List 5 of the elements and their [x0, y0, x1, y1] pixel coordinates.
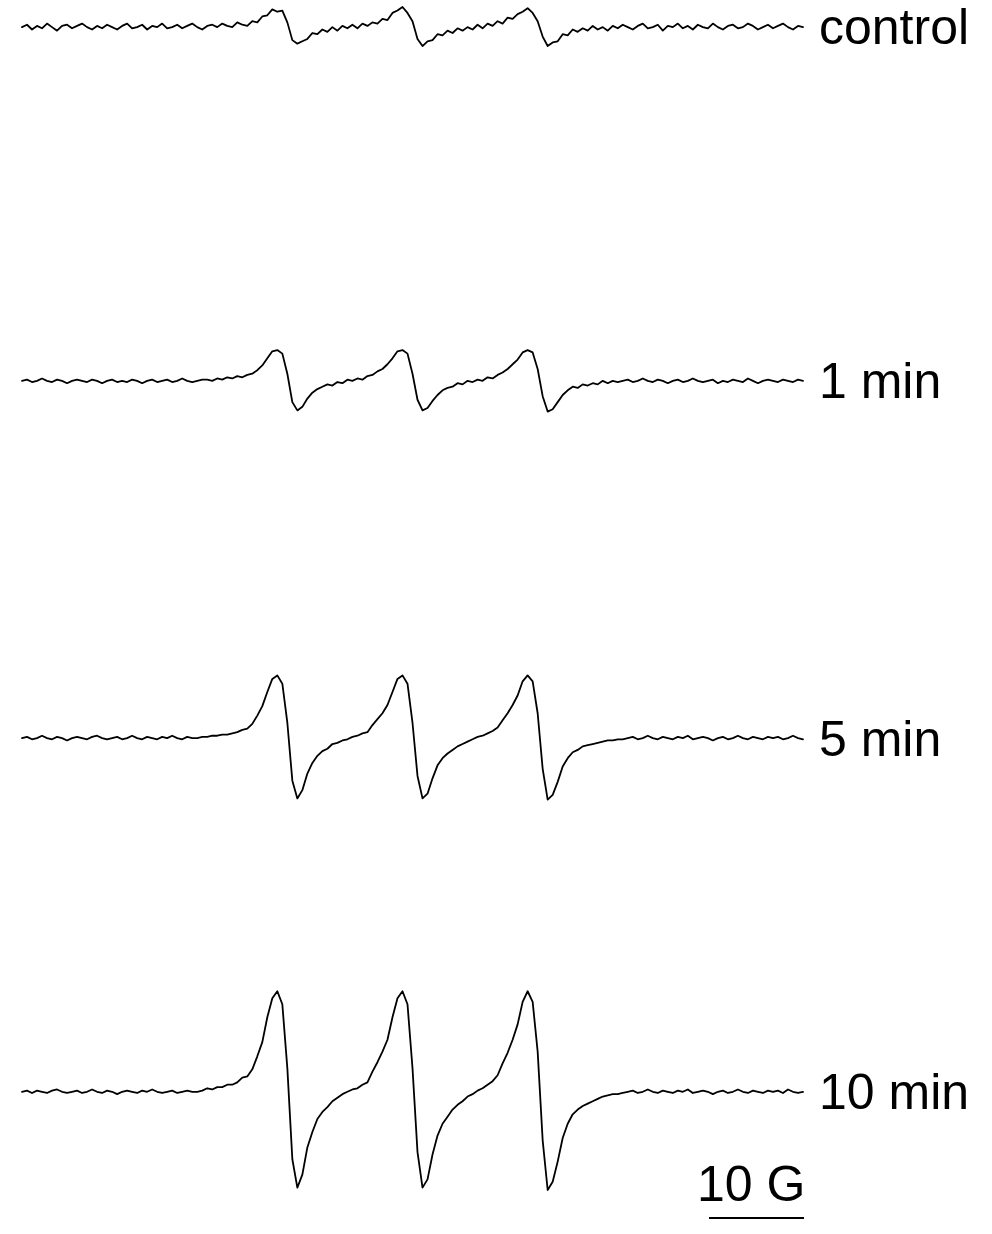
- annotation: 10 G: [697, 1155, 806, 1213]
- series-label: 5 min: [819, 711, 942, 768]
- series-label: 1 min: [819, 352, 942, 409]
- series-label: control: [819, 0, 970, 56]
- series-label: 10 min: [819, 1063, 970, 1120]
